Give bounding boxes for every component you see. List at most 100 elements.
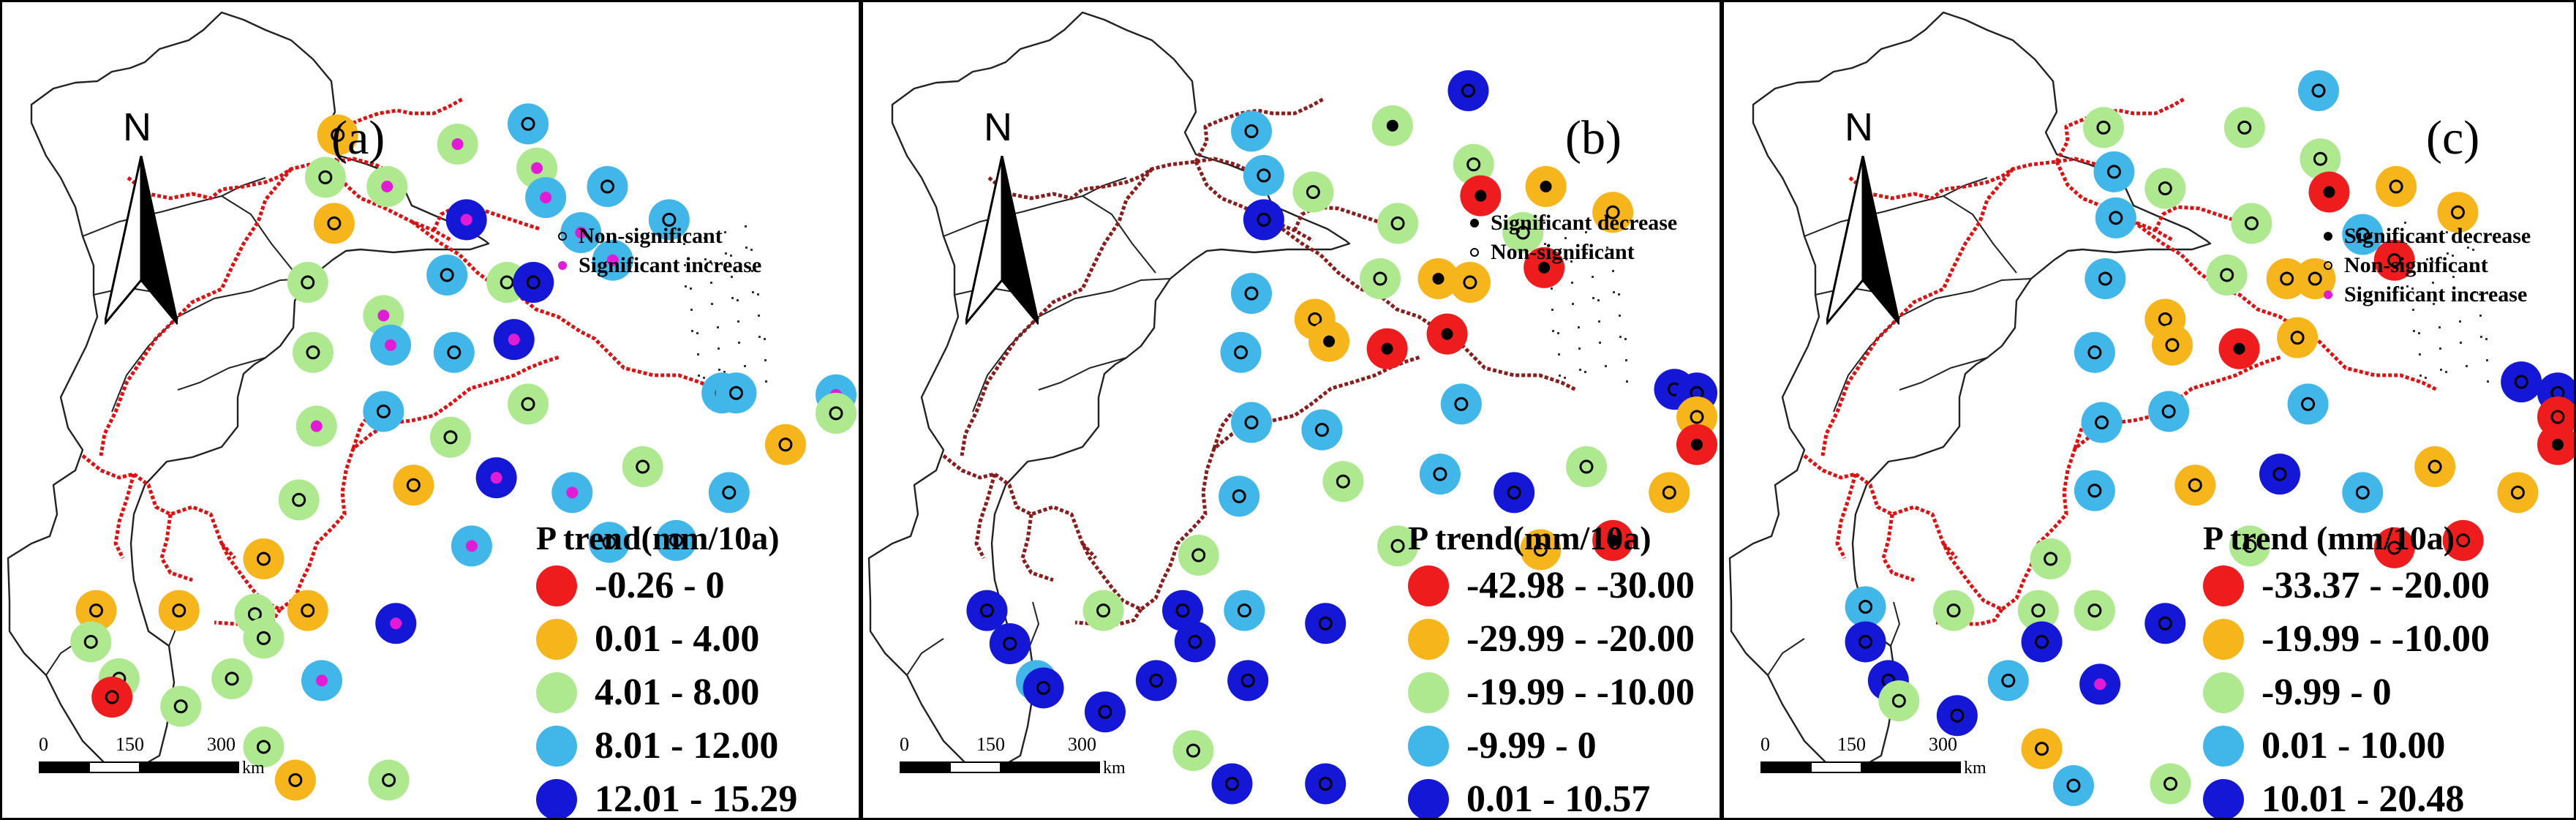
island-speck	[2438, 326, 2441, 328]
station-marker	[1308, 320, 1350, 362]
non-significant-icon	[2163, 776, 2178, 791]
station-trend-circle	[588, 522, 630, 563]
station-trend-circle	[2074, 590, 2115, 631]
non-significant-icon	[2550, 410, 2565, 424]
island-speck	[2446, 231, 2448, 233]
non-significant-icon	[1858, 634, 1873, 649]
station-marker	[1525, 166, 1567, 207]
north-label: N	[123, 105, 151, 149]
non-significant-icon	[1191, 548, 1206, 563]
significant-decrease-icon	[2552, 438, 2564, 451]
significant-increase-icon	[381, 181, 393, 192]
non-significant-icon	[1186, 743, 1200, 758]
non-significant-icon	[1314, 423, 1329, 437]
non-significant-icon	[447, 345, 462, 360]
station-trend-circle	[2084, 258, 2126, 299]
station-trend-circle	[816, 392, 856, 434]
non-significant-icon	[1234, 345, 1249, 360]
station-trend-circle	[274, 759, 316, 801]
station-marker	[2017, 590, 2059, 631]
station-marker	[1592, 192, 1634, 233]
station-marker	[493, 319, 535, 361]
panel-letter: (a)	[331, 111, 385, 165]
non-significant-icon	[2035, 634, 2049, 649]
station-trend-circle	[313, 203, 355, 244]
significant-decrease-icon	[1475, 189, 1487, 202]
station-trend-circle	[429, 416, 471, 458]
island-speck	[2418, 332, 2420, 334]
island-speck	[764, 338, 766, 340]
station-trend-circle	[1161, 590, 1203, 631]
non-significant-icon	[301, 603, 315, 618]
station-trend-circle	[1322, 461, 1364, 503]
scale-tick-label: 150	[116, 734, 144, 755]
legend-label: -9.99 - 0	[1466, 725, 1597, 767]
province-boundaries	[1767, 177, 2032, 676]
non-significant-marker-icon	[558, 232, 567, 241]
region-map	[7, 11, 856, 801]
island-speck	[1579, 369, 1581, 371]
island-speck	[2425, 377, 2427, 379]
station-trend-circle	[513, 262, 554, 304]
station-trend-circle	[966, 590, 1008, 631]
sig-label: Significant increase	[579, 253, 762, 277]
station-marker	[2174, 464, 2216, 506]
non-significant-icon	[440, 268, 454, 282]
station-trend-circle	[2414, 446, 2456, 488]
station-trend-circle	[1084, 691, 1126, 733]
station-marker	[1520, 529, 1562, 571]
station-marker	[2081, 402, 2123, 443]
non-significant-icon	[2389, 179, 2403, 194]
station-trend-circle	[1220, 331, 1262, 373]
station-trend-circle	[1231, 110, 1273, 152]
island-speck	[2452, 276, 2455, 278]
station-marker	[366, 166, 408, 207]
non-significant-icon	[2237, 120, 2252, 135]
significant-decrease-icon	[1607, 534, 1619, 546]
island-speck	[709, 260, 712, 263]
station-trend-circle	[2151, 324, 2193, 366]
station-trend-circle	[1243, 154, 1284, 196]
station-trend-circle	[2501, 361, 2542, 403]
legend-item: -0.26 - 0	[536, 559, 797, 612]
scale-tick-label: 300	[1929, 734, 1957, 755]
island-speck	[1598, 320, 1600, 323]
station-marker	[1524, 247, 1565, 288]
non-significant-icon	[256, 552, 271, 566]
island-speck	[1578, 347, 1581, 350]
non-significant-icon	[1257, 168, 1271, 183]
island-speck	[2458, 299, 2460, 301]
station-marker	[2501, 361, 2542, 403]
station-trend-circle	[1933, 590, 1975, 631]
station-trend-circle	[1305, 603, 1347, 644]
station-trend-circle	[2144, 168, 2186, 209]
significant-increase-icon	[566, 486, 579, 499]
non-significant-icon	[2188, 478, 2202, 492]
station-trend-circle	[393, 464, 434, 506]
station-marker	[1845, 621, 1886, 663]
station-marker	[1172, 730, 1214, 772]
significant-increase-icon	[490, 472, 502, 484]
station-marker	[1449, 262, 1491, 304]
legend-item: 4.01 - 8.00	[536, 666, 797, 719]
island-speck	[758, 315, 760, 317]
station-marker	[1023, 667, 1064, 709]
legend-label: 0.01 - 10.00	[2261, 725, 2446, 767]
station-marker	[2537, 424, 2574, 465]
island-speck	[704, 237, 706, 239]
non-significant-icon	[1240, 673, 1255, 688]
island-speck	[2467, 247, 2469, 249]
station-trend-circle	[1520, 529, 1562, 571]
station-trend-circle	[2300, 138, 2341, 180]
legend-label: -9.99 - 0	[2261, 672, 2392, 713]
legend-label: -0.26 - 0	[595, 565, 725, 606]
non-significant-icon	[521, 396, 535, 411]
island-speck	[2459, 320, 2461, 323]
station-marker	[2229, 525, 2271, 567]
significant-increase-icon	[606, 254, 619, 266]
island-speck	[690, 309, 693, 311]
non-significant-icon	[2087, 484, 2102, 498]
non-significant-icon	[105, 690, 119, 704]
station-marker	[2376, 166, 2417, 207]
sig-legend-row: Significant increase	[558, 251, 761, 280]
